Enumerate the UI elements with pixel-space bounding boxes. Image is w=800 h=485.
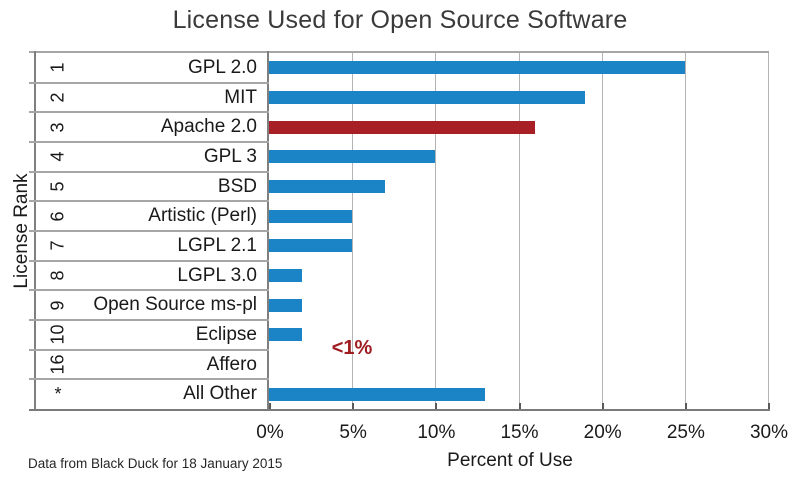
row-separator [29,348,269,351]
rank-label: 2 [36,83,80,113]
row-separator [29,319,269,321]
category-label: LGPL 3.0 [177,264,257,286]
gridline [601,53,603,409]
rank-label: 9 [36,290,80,320]
row-separator [29,259,269,262]
bar-highlight [269,120,536,134]
x-axis-line [29,409,770,411]
row-separator [29,378,269,381]
gridline [518,53,520,409]
row-separator [29,111,269,114]
bar [269,209,353,223]
bar [269,91,586,104]
rank-text: 10 [47,324,68,345]
bar [269,298,303,312]
x-tick-mark [518,403,521,409]
rank-label: * [36,379,80,409]
rank-label: 3 [36,112,80,142]
category-label: GPL 2.0 [187,57,257,78]
rank-text: 8 [47,270,68,281]
x-tick-mark [435,403,438,409]
x-axis-title: Percent of Use [447,450,573,471]
rank-text: 4 [47,151,68,162]
x-tick-label: 25% [666,422,705,443]
x-tick-label: 5% [339,422,367,443]
category-label: MIT [224,86,257,108]
x-tick-mark [269,403,271,409]
rank-text: 7 [47,240,68,251]
row-separator [29,230,269,232]
x-tick-label: 15% [500,422,539,443]
rank-text: 9 [47,300,68,311]
category-label: LGPL 2.1 [177,235,257,256]
rank-text: 3 [47,122,68,133]
rank-label: 4 [36,142,80,172]
gridline [352,53,354,409]
bar [269,180,386,193]
rank-label: 7 [36,231,80,261]
rank-text: * [54,383,62,404]
category-label: GPL 3 [203,146,257,167]
row-separator [29,141,269,143]
source-note: Data from Black Duck for 18 January 2015 [28,456,283,471]
row-separator [29,289,269,292]
rank-label: 1 [36,53,80,83]
rank-text: 2 [47,92,68,103]
gridline [435,53,437,409]
x-tick-mark [768,403,770,409]
x-tick-label: 0% [256,422,284,443]
rank-text: 6 [47,211,68,222]
category-label: Artistic (Perl) [148,205,257,227]
category-label: All Other [183,383,257,405]
rank-label: 10 [36,320,80,350]
rank-text: 5 [47,181,68,192]
chart-title: License Used for Open Source Software [172,6,628,34]
bar [269,387,486,401]
bar [269,328,303,342]
bar [269,239,353,253]
row-separator [29,200,269,203]
category-label: Affero [206,353,257,375]
annotation-less-than-1pct: <1% [331,337,373,359]
rank-label: 6 [36,201,80,231]
rank-label: 5 [36,172,80,202]
bar [269,269,303,282]
x-tick-mark [352,403,355,409]
x-tick-mark [601,403,604,409]
x-tick-label: 30% [749,422,789,443]
category-label: BSD [217,175,257,197]
category-label: Eclipse [195,324,257,345]
category-label: Open Source ms-pl [93,294,257,316]
row-separator [29,81,269,84]
rank-label: 8 [36,261,80,291]
rank-text: 16 [47,354,68,375]
table-top-border [29,51,769,53]
rank-text: 1 [47,62,68,73]
category-label: Apache 2.0 [160,116,257,138]
rank-label: 16 [36,350,80,380]
gridline [684,53,686,409]
x-tick-mark [684,403,687,409]
bar [269,61,685,75]
bar [269,150,436,164]
x-tick-label: 20% [583,422,622,443]
x-tick-label: 10% [417,422,456,443]
gridline [768,53,769,409]
row-separator [29,170,269,173]
